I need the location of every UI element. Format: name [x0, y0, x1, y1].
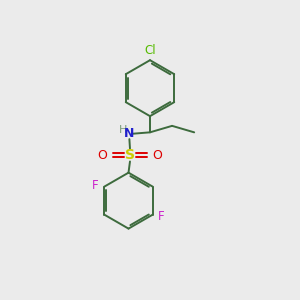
Text: H: H [119, 125, 127, 135]
Text: Cl: Cl [144, 44, 156, 57]
Text: F: F [92, 179, 99, 192]
Text: S: S [125, 148, 135, 162]
Text: O: O [153, 148, 163, 161]
Text: F: F [158, 210, 165, 223]
Text: O: O [98, 148, 107, 161]
Text: N: N [124, 127, 135, 140]
